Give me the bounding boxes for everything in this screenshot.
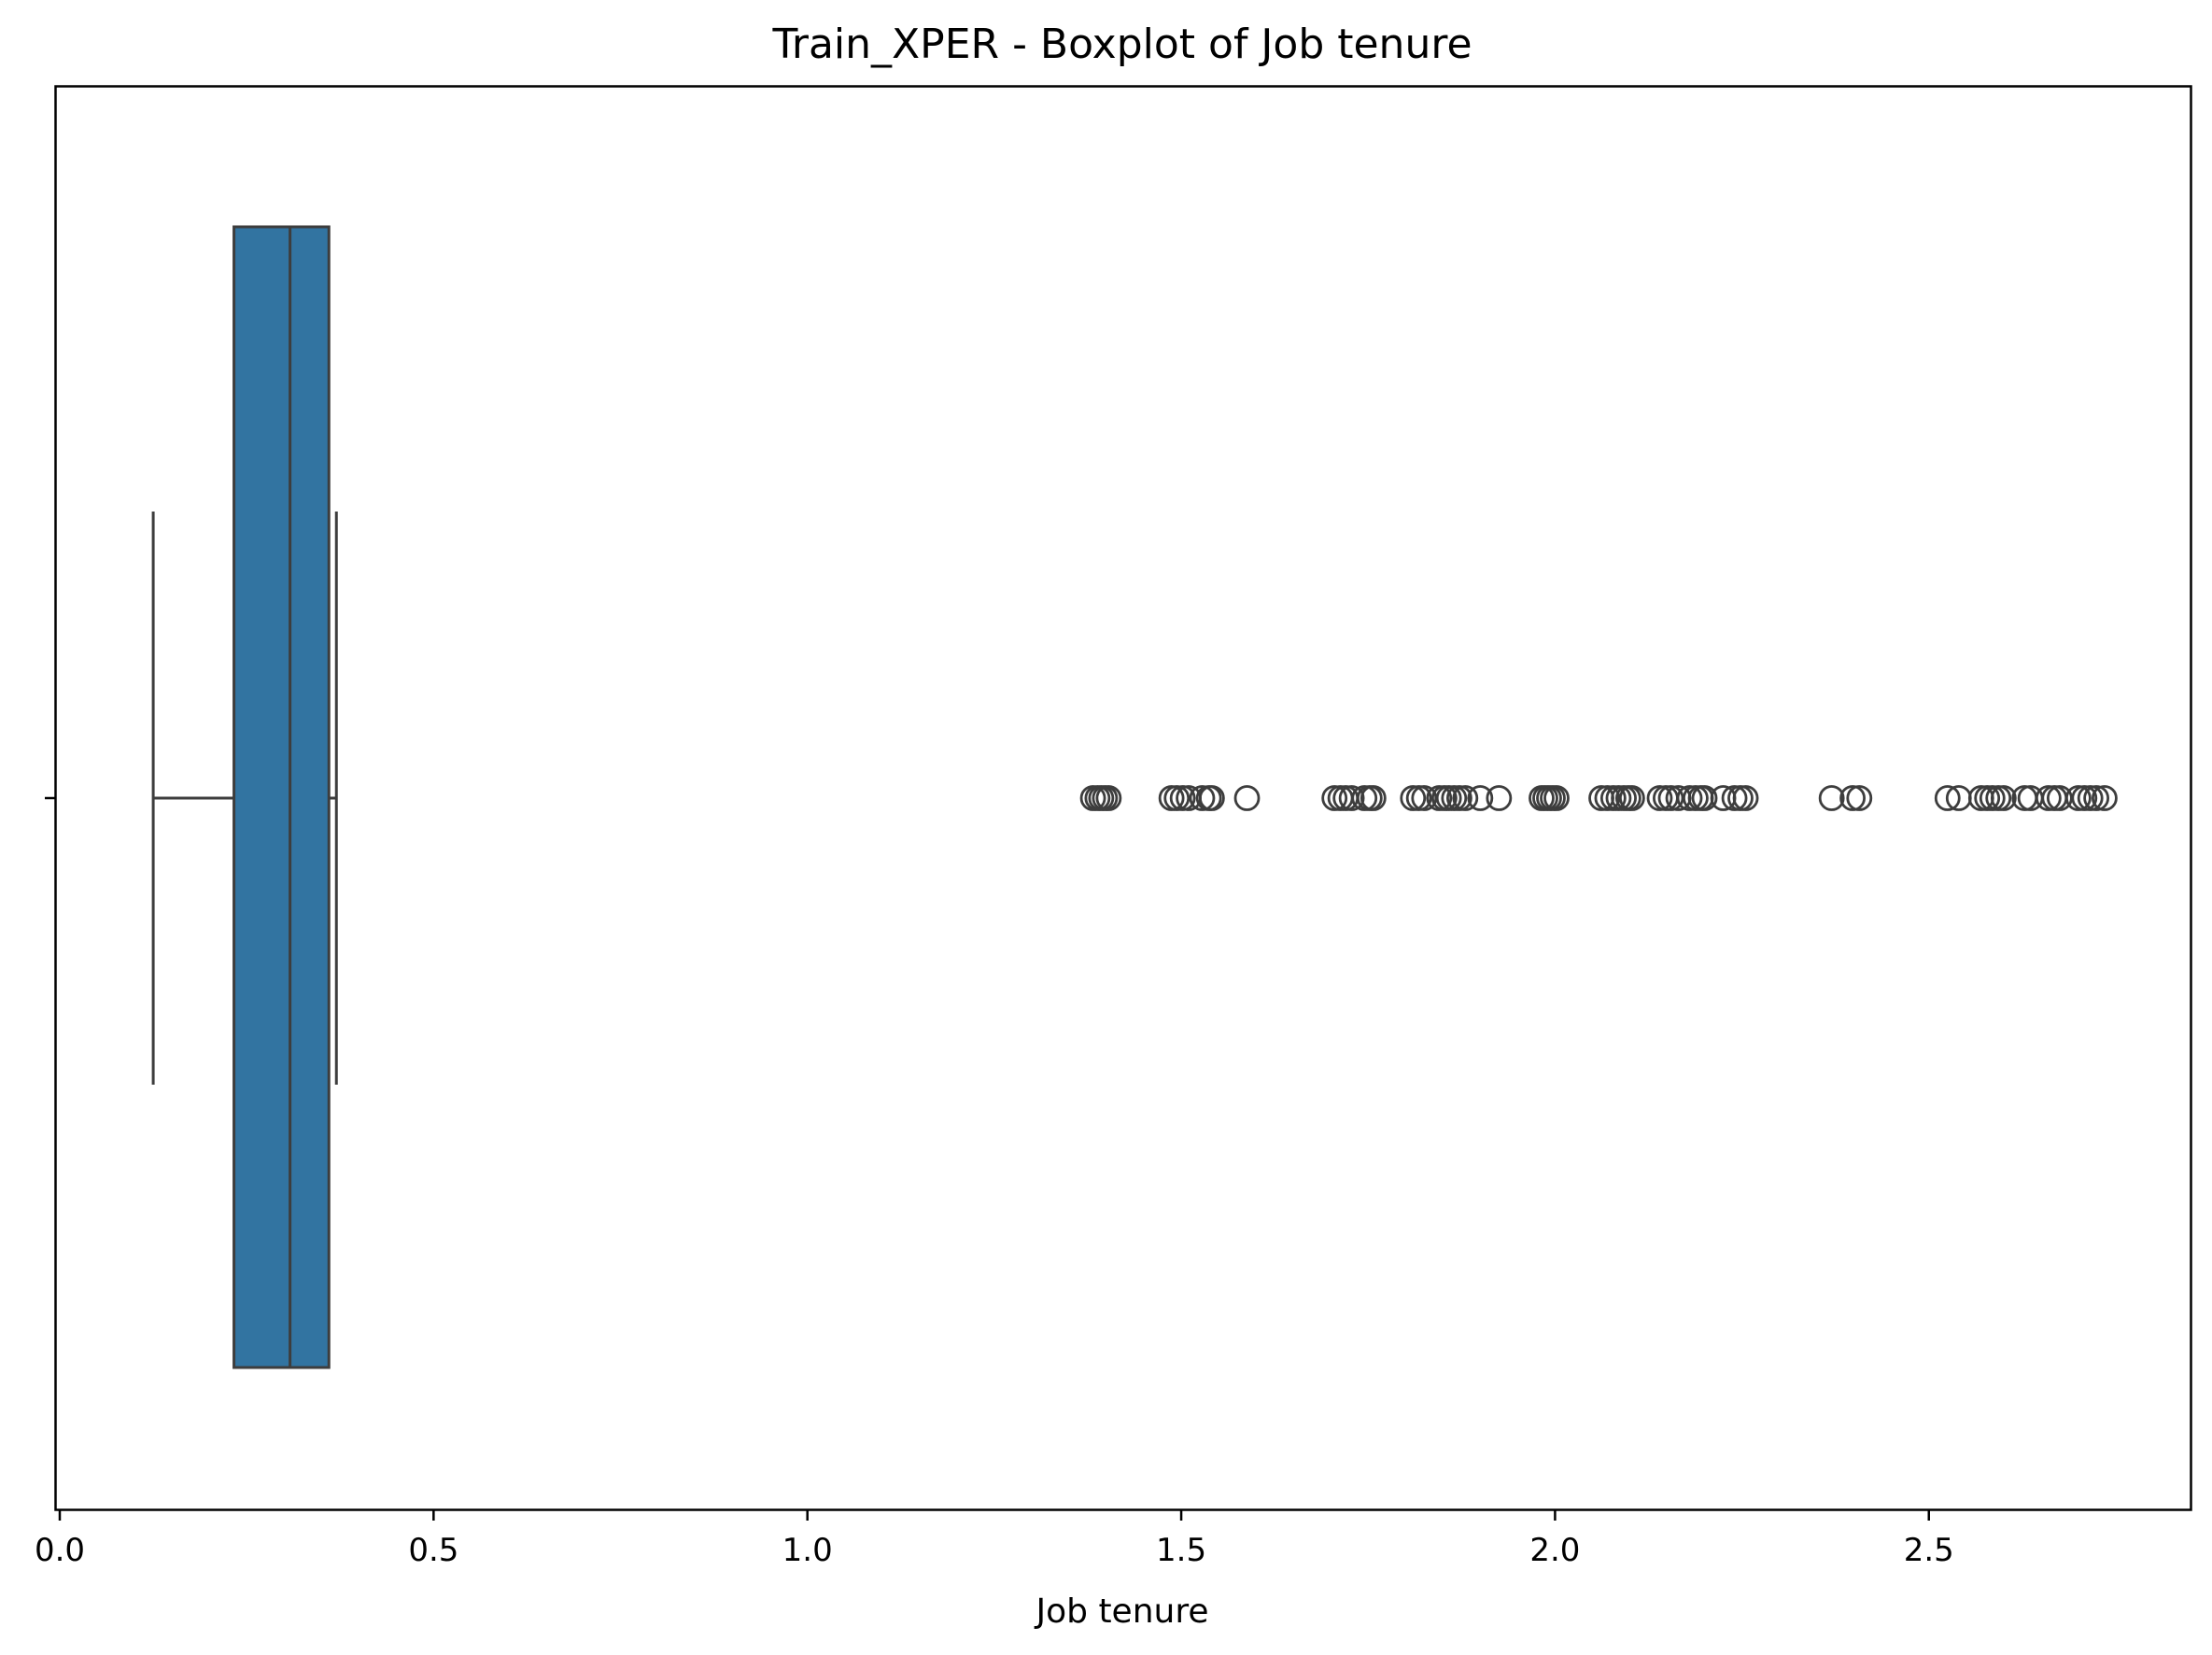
- outlier-point: [1818, 785, 1845, 811]
- outlier-point: [1233, 785, 1261, 811]
- x-axis-label: Job tenure: [1035, 1592, 1209, 1631]
- outlier-point: [1979, 785, 2006, 811]
- outlier-point: [1198, 785, 1225, 811]
- iqr-box: [232, 225, 331, 1369]
- outlier-point: [1486, 785, 1513, 811]
- outlier-point: [1467, 785, 1494, 811]
- outlier-point: [2092, 785, 2118, 811]
- outlier-point: [1846, 785, 1873, 811]
- outlier-point: [2046, 785, 2073, 811]
- outlier-point: [1400, 785, 1427, 811]
- x-tick-label: 0.0: [35, 1532, 85, 1569]
- outlier-point: [1721, 785, 1748, 811]
- outlier-point: [1543, 785, 1570, 811]
- outlier-point: [1095, 785, 1122, 811]
- outlier-point: [1163, 785, 1191, 811]
- outlier-point: [1169, 785, 1196, 811]
- outlier-point: [1360, 785, 1387, 811]
- outlier-point: [1990, 785, 2017, 811]
- outlier-point: [1594, 785, 1621, 811]
- x-tick-label: 2.0: [1529, 1532, 1580, 1569]
- outlier-point: [1657, 785, 1684, 811]
- x-tick-label: 1.5: [1156, 1532, 1206, 1569]
- outlier-point: [1411, 785, 1438, 811]
- x-tick-label: 1.0: [782, 1532, 833, 1569]
- outlier-point: [1446, 785, 1472, 811]
- outlier-point: [1839, 785, 1866, 811]
- outlier-point: [1452, 785, 1479, 811]
- x-tick-label: 2.5: [1904, 1532, 1954, 1569]
- outlier-point: [1691, 785, 1718, 811]
- outlier-point: [1338, 785, 1365, 811]
- outlier-point: [2064, 785, 2092, 811]
- outlier-point: [2083, 785, 2110, 811]
- plot-area: [151, 225, 2118, 1369]
- outlier-point: [1618, 785, 1645, 811]
- x-axis: 0.0 0.5 1.0 1.5 2.0 2.5: [35, 796, 1954, 1569]
- outlier-point: [1676, 785, 1703, 811]
- outlier-point: [1189, 785, 1216, 811]
- outlier-point: [2035, 785, 2062, 811]
- x-tick-label: 0.5: [408, 1532, 458, 1569]
- outlier-point: [2077, 785, 2104, 811]
- outlier-point: [1646, 785, 1673, 811]
- chart-title: Train_XPER - Boxplot of Job tenure: [771, 21, 1472, 68]
- outlier-point: [2071, 785, 2098, 811]
- outlier-point: [1321, 785, 1348, 811]
- outlier-point: [1934, 785, 1961, 811]
- outlier-point: [1732, 785, 1759, 811]
